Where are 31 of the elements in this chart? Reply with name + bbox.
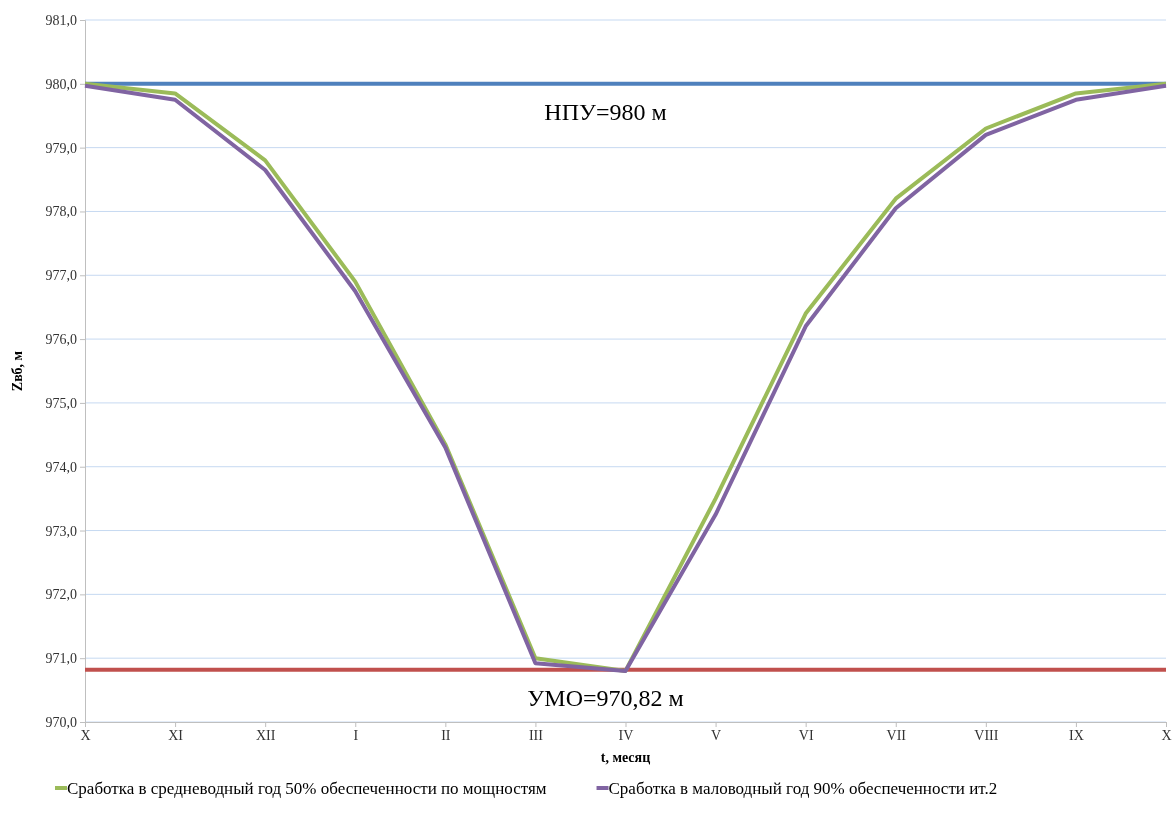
- x-tick-label: I: [353, 727, 359, 743]
- x-tick-label: IX: [1069, 727, 1084, 743]
- y-tick-label: 970,0: [45, 714, 77, 730]
- y-tick-label: 980,0: [45, 76, 77, 92]
- x-tick-label: VII: [886, 727, 907, 743]
- x-tick-label: III: [528, 727, 544, 743]
- ref-line-label: НПУ=980 м: [544, 98, 667, 125]
- x-tick-label: V: [711, 727, 722, 743]
- x-tick-label: VI: [798, 727, 814, 743]
- x-axis-title: t, месяц: [600, 750, 651, 765]
- y-tick-label: 978,0: [45, 204, 77, 220]
- legend-label: Сработка в средневодный год 50% обеспеченности по мощностям: [67, 779, 547, 798]
- y-tick-label: 972,0: [45, 587, 77, 603]
- x-tick-label: II: [441, 727, 451, 743]
- y-tick-label: 979,0: [45, 140, 77, 156]
- x-tick-label: XII: [255, 727, 276, 743]
- x-tick-label: XI: [168, 727, 184, 743]
- y-tick-label: 977,0: [45, 268, 77, 284]
- y-tick-label: 976,0: [45, 332, 77, 348]
- x-tick-label: IV: [618, 727, 634, 743]
- y-axis-title: Zвб, м: [10, 350, 25, 392]
- x-tick-label: X: [1161, 727, 1172, 743]
- y-tick-label: 981,0: [45, 12, 77, 28]
- x-tick-label: VIII: [974, 727, 999, 743]
- y-tick-label: 971,0: [45, 651, 77, 667]
- y-tick-label: 974,0: [45, 459, 77, 475]
- x-tick-label: X: [80, 727, 91, 743]
- y-tick-label: 975,0: [45, 395, 77, 411]
- ref-line-label: УМО=970,82 м: [527, 684, 684, 711]
- y-tick-label: 973,0: [45, 523, 77, 539]
- legend-label: Сработка в маловодный год 90% обеспеченности ит.2: [608, 779, 998, 798]
